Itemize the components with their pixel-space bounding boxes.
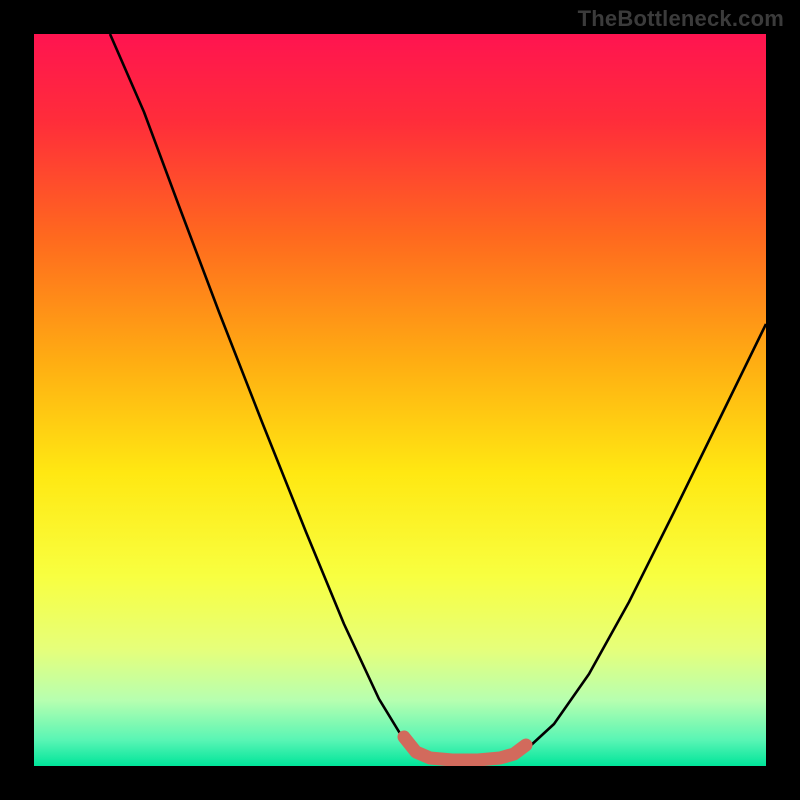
curve-layer <box>34 34 766 766</box>
chart-container: TheBottleneck.com <box>0 0 800 800</box>
bottleneck-curve <box>110 34 766 760</box>
minimum-highlight <box>404 737 526 760</box>
watermark-text: TheBottleneck.com <box>578 6 784 32</box>
plot-area <box>34 34 766 766</box>
